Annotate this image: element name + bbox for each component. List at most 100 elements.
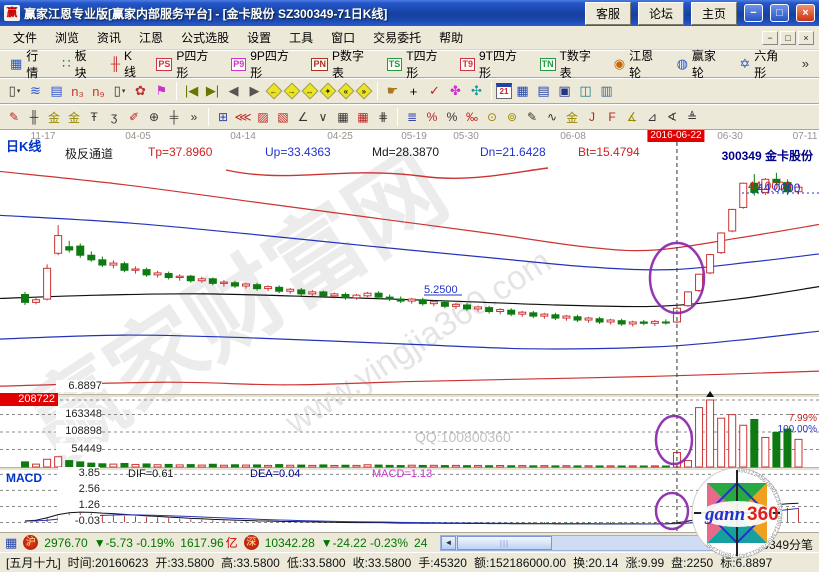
center-view-button[interactable]: ✦ xyxy=(319,82,337,100)
gold-angle-tool-button[interactable]: ∡ xyxy=(626,110,638,124)
scroll-right-arrow[interactable]: ► xyxy=(724,536,739,550)
customer-service-button[interactable]: 客服 xyxy=(584,1,631,25)
j-angle-tool-button[interactable]: J xyxy=(589,110,595,124)
menu-帮助[interactable]: 帮助 xyxy=(439,31,464,45)
levels-tool-button[interactable]: ≣ xyxy=(406,110,418,124)
delta-line-tool-button[interactable]: ≜ xyxy=(686,110,698,124)
toolbar-kline-button[interactable]: ╫ K线 xyxy=(105,47,149,82)
calendar-tool-button[interactable]: 21 xyxy=(496,83,512,99)
menu-公式选股[interactable]: 公式选股 xyxy=(181,31,230,45)
title-bar[interactable]: 赢 赢家江恩专业版[赢家内部服务平台] - [金卡股份 SZ300349-71日… xyxy=(0,0,819,26)
flag-tool-button[interactable]: ⚑ xyxy=(155,83,168,98)
arc-angle-tool-button[interactable]: ∢ xyxy=(666,110,678,124)
tick-chart-label[interactable]: 00349分笔 xyxy=(755,538,813,552)
n3-chart-button[interactable]: n₃ xyxy=(71,83,84,99)
hatch-tool-button[interactable]: ⋕ xyxy=(377,110,389,124)
info-panel-button[interactable]: ▤ xyxy=(50,83,63,98)
gold-grid-1-button[interactable]: 金 xyxy=(47,110,60,125)
menu-工具[interactable]: 工具 xyxy=(289,31,314,45)
toolbar-t-square-button[interactable]: TS T四方形 xyxy=(381,45,453,83)
zoom-in-button[interactable]: » xyxy=(355,82,373,100)
line-box-tool-button[interactable]: ▧ xyxy=(277,110,289,124)
print-tool-button[interactable]: ▥ xyxy=(600,83,613,98)
wave-tool-button[interactable]: ≋ xyxy=(30,83,41,98)
pan-right-button[interactable]: → xyxy=(283,82,301,100)
kline-chart-canvas[interactable]: 赢家财富网 www.yingjia360.com QQ:100800360 44… xyxy=(0,130,819,532)
toolbar-quotes-button[interactable]: ▦ 行情 xyxy=(4,45,54,83)
menu-文件[interactable]: 文件 xyxy=(13,31,38,45)
close-button[interactable]: × xyxy=(796,4,815,22)
minimize-button[interactable]: − xyxy=(744,4,763,22)
toolbar-hexagon-button[interactable]: ✡ 六角形 xyxy=(733,45,793,83)
go-prev-button[interactable]: ◀ xyxy=(228,83,239,98)
go-next-button[interactable]: ▶ xyxy=(249,83,260,98)
save-tool-button[interactable]: ▣ xyxy=(558,83,571,98)
menu-设置[interactable]: 设置 xyxy=(247,31,272,45)
menu-浏览[interactable]: 浏览 xyxy=(55,31,80,45)
percent-red-tool-button[interactable]: % xyxy=(426,110,438,124)
grid-a-tool-button[interactable]: ▦ xyxy=(337,110,349,124)
t-line-tool-button[interactable]: Ŧ xyxy=(90,110,98,124)
zoom-out-button[interactable]: « xyxy=(337,82,355,100)
chart-area[interactable]: 赢家财富网 www.yingjia360.com QQ:100800360 44… xyxy=(0,130,819,532)
teal-tool-button[interactable]: ✣ xyxy=(471,83,482,98)
fan-box-tool-button[interactable]: ▨ xyxy=(257,110,269,124)
memo-tool-button[interactable]: ▤ xyxy=(537,83,550,98)
crosshair-tool-button[interactable]: + xyxy=(409,83,418,99)
toolbar-winner-wheel-button[interactable]: ◍ 赢家轮 xyxy=(671,45,732,83)
ornament-tool-button[interactable]: ✿ xyxy=(135,83,146,98)
marker-tool-button[interactable]: ✎ xyxy=(526,110,538,124)
mdi-restore-button[interactable]: □ xyxy=(780,30,796,45)
scroll-left-arrow[interactable]: ◄ xyxy=(441,536,456,550)
export-tool-button[interactable]: ◫ xyxy=(579,83,592,98)
draw-overflow-button[interactable]: » xyxy=(190,110,198,124)
menu-窗口[interactable]: 窗口 xyxy=(331,31,356,45)
grid-b-tool-button[interactable]: ▦ xyxy=(357,110,369,124)
go-last-button[interactable]: ▶| xyxy=(205,83,220,98)
maximize-button[interactable]: □ xyxy=(770,4,789,22)
box-tool-button[interactable]: ⊞ xyxy=(217,110,229,124)
kline-type-dropdown-button[interactable]: ▯ ▾ xyxy=(8,83,21,98)
expand-horizontal-button[interactable]: ↔ xyxy=(301,82,319,100)
vee-tool-button[interactable]: ∨ xyxy=(318,110,328,124)
toolbar-sectors-button[interactable]: ∷ 板块 xyxy=(56,45,102,83)
menu-交易委托[interactable]: 交易委托 xyxy=(373,31,422,45)
toolbar-t-number-button[interactable]: TN T数字表 xyxy=(534,45,606,83)
calculator-tool-button[interactable]: ▦ xyxy=(516,83,529,98)
go-first-button[interactable]: |◀ xyxy=(184,83,199,98)
brush-tool-button[interactable]: ✎ xyxy=(8,110,20,124)
fence-tool-button[interactable]: ╪ xyxy=(169,110,179,124)
percent-tool-button[interactable]: % xyxy=(446,110,458,124)
circle-cross-tool-button[interactable]: ⊕ xyxy=(148,110,160,124)
toolbar-p-square-button[interactable]: PS P四方形 xyxy=(150,45,223,83)
menu-资讯[interactable]: 资讯 xyxy=(97,31,122,45)
permille-tool-button[interactable]: ‰ xyxy=(466,110,478,124)
hand-tool-button[interactable]: ☛ xyxy=(386,83,399,98)
horizontal-scrollbar[interactable]: ◄ ||| ► xyxy=(440,535,740,551)
n9-chart-button[interactable]: n₉ xyxy=(92,83,105,99)
forum-button[interactable]: 论坛 xyxy=(637,1,684,25)
menu-江恩[interactable]: 江恩 xyxy=(139,31,164,45)
f-angle-tool-button[interactable]: F xyxy=(608,110,616,124)
purple-tool-button[interactable]: ✤ xyxy=(450,83,461,98)
grid-lines-tool-button[interactable]: ╫ xyxy=(29,110,39,124)
gold-grid-2-button[interactable]: 金 xyxy=(67,110,80,125)
gold-circle-2-button[interactable]: ⊚ xyxy=(506,110,518,124)
toolbar-toolbar-overflow-button[interactable]: » xyxy=(796,55,815,73)
wave-line-tool-button[interactable]: ∿ xyxy=(546,110,558,124)
mdi-minimize-button[interactable]: − xyxy=(762,30,778,45)
candle-style-dropdown-button[interactable]: ▯ ▾ xyxy=(113,83,126,98)
toolbar-gann-wheel-button[interactable]: ◉ 江恩轮 xyxy=(608,45,669,83)
toolbar-p-number-button[interactable]: PN P数字表 xyxy=(305,45,378,83)
pen-tool-button[interactable]: ✐ xyxy=(128,110,140,124)
gold-circle-1-button[interactable]: ⊙ xyxy=(486,110,498,124)
mdi-close-button[interactable]: × xyxy=(798,30,814,45)
triangle-tool-button[interactable]: ⊿ xyxy=(646,110,658,124)
toolbar-9p-square-button[interactable]: P9 9P四方形 xyxy=(225,45,303,83)
scrollbar-thumb[interactable]: ||| xyxy=(457,536,552,550)
market-grid-icon[interactable]: ▦ xyxy=(5,534,18,550)
spiral-tool-button[interactable]: ʒ xyxy=(110,110,118,124)
mark-tool-button[interactable]: ✓ xyxy=(429,83,440,98)
toolbar-9t-square-button[interactable]: T9 9T四方形 xyxy=(454,45,531,83)
angle-tool-button[interactable]: ∠ xyxy=(297,110,309,124)
